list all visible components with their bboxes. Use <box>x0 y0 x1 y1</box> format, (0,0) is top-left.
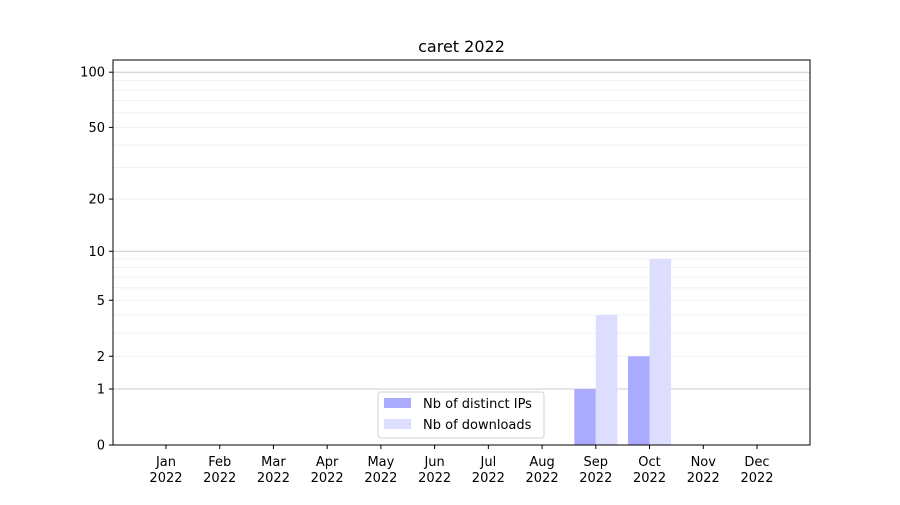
y-tick-label: 0 <box>97 439 105 454</box>
bar-distinct-ips <box>628 356 650 445</box>
x-tick-label-line: 2022 <box>740 471 773 486</box>
x-tick-label: Jan 2022 <box>149 455 182 486</box>
x-tick-label-line: Sep <box>584 455 609 470</box>
x-tick-label-line: 2022 <box>633 471 666 486</box>
x-tick-label: Jun 2022 <box>418 455 451 486</box>
x-tick-label-line: Aug <box>529 455 554 470</box>
y-tick-label: 10 <box>88 245 105 260</box>
x-tick-label-line: Jan <box>155 455 176 470</box>
y-tick-label: 2 <box>97 350 105 365</box>
x-tick-label-line: Oct <box>638 455 660 470</box>
bar-distinct-ips <box>574 389 596 445</box>
y-tick-label: 20 <box>88 193 105 208</box>
x-tick-label-line: 2022 <box>364 471 397 486</box>
x-tick-label: Apr 2022 <box>311 455 344 486</box>
bar-downloads <box>595 314 618 445</box>
x-tick-label-line: 2022 <box>257 471 290 486</box>
x-tick-label-line: 2022 <box>149 471 182 486</box>
bar-downloads <box>649 259 672 445</box>
x-tick-label: Dec 2022 <box>740 455 773 486</box>
x-tick-label-line: 2022 <box>472 471 505 486</box>
x-tick-label-line: Mar <box>261 455 286 470</box>
x-tick-label: Feb 2022 <box>203 455 236 486</box>
x-tick-label-line: 2022 <box>311 471 344 486</box>
x-tick-label: Oct 2022 <box>633 455 666 486</box>
x-tick-label-line: 2022 <box>526 471 559 486</box>
chart-title: caret 2022 <box>418 37 505 56</box>
x-tick-label: Sep 2022 <box>579 455 612 486</box>
x-tick-label-line: Feb <box>208 455 231 470</box>
y-tick-label: 100 <box>80 66 105 81</box>
x-tick-label: Mar 2022 <box>257 455 290 486</box>
legend-swatch <box>384 398 411 408</box>
x-tick-label-line: Apr <box>316 455 339 470</box>
y-tick-label: 50 <box>88 121 105 136</box>
x-tick-label: May 2022 <box>364 455 397 486</box>
legend-label: Nb of downloads <box>423 418 532 433</box>
legend-box <box>377 391 545 439</box>
x-tick-label-line: Jul <box>480 455 497 470</box>
x-tick-label-line: 2022 <box>418 471 451 486</box>
x-tick-label-line: May <box>367 455 394 470</box>
legend: Nb of distinct IPs Nb of downloads <box>377 391 545 439</box>
x-tick-label-line: Nov <box>691 455 717 470</box>
y-tick-label: 5 <box>97 294 105 309</box>
legend-label: Nb of distinct IPs <box>423 397 532 412</box>
axes-frame <box>112 59 811 446</box>
x-tick-label-line: Dec <box>744 455 769 470</box>
x-tick-label: Aug 2022 <box>526 455 559 486</box>
x-tick-label-line: 2022 <box>579 471 612 486</box>
x-tick-label: Nov 2022 <box>687 455 720 486</box>
x-tick-label-line: 2022 <box>203 471 236 486</box>
x-tick-label: Jul 2022 <box>472 455 505 486</box>
x-tick-label-line: 2022 <box>687 471 720 486</box>
legend-swatch <box>384 419 411 429</box>
x-tick-label-line: Jun <box>423 455 444 470</box>
y-tick-label: 1 <box>97 383 105 398</box>
